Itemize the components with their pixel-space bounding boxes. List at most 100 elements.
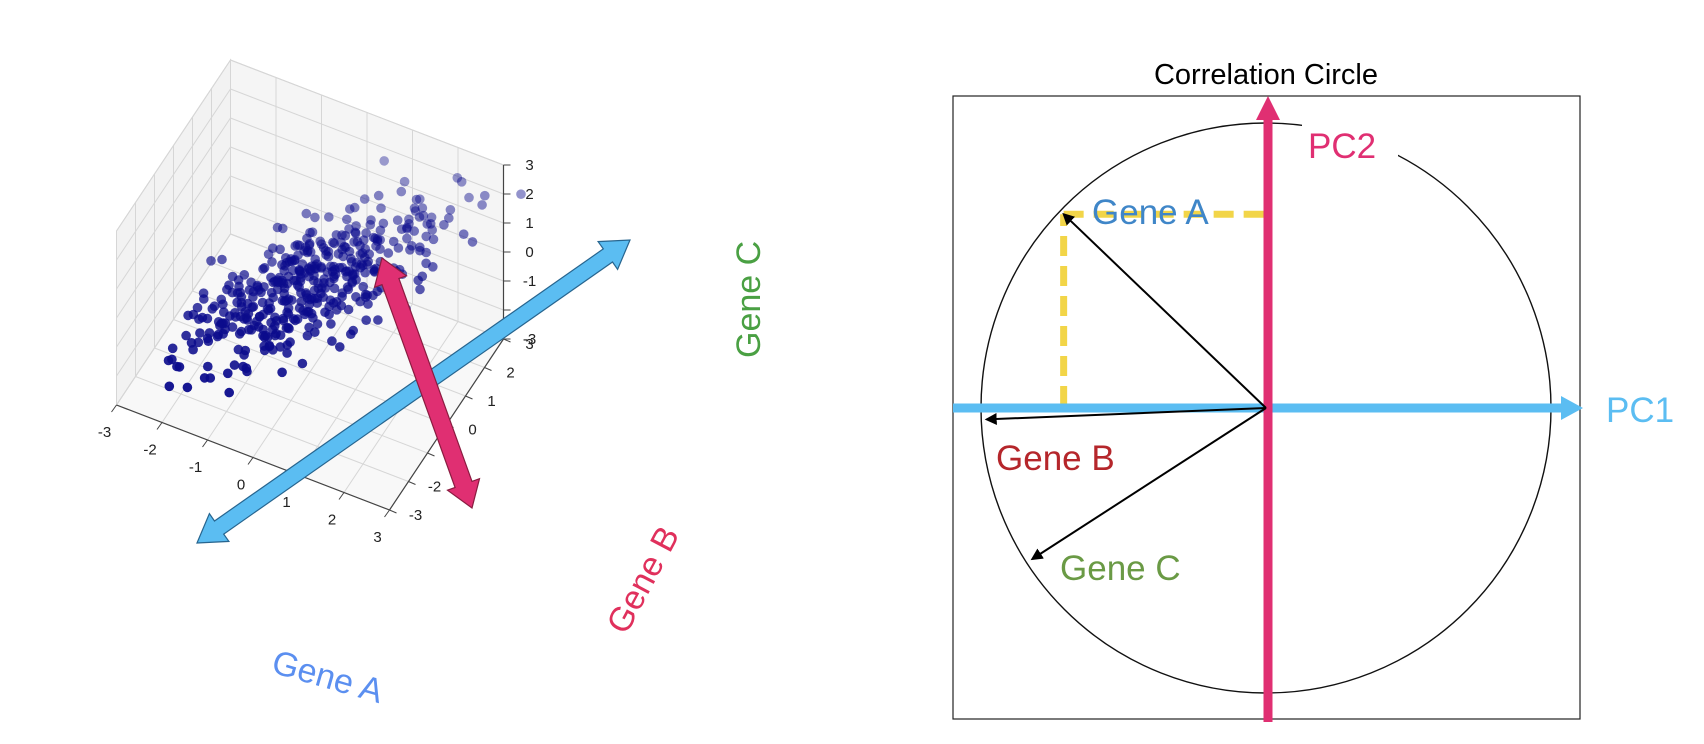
pc2-label-background (1302, 120, 1398, 166)
gene-a-tick-mark (111, 404, 117, 413)
gene-a-tick-mark (202, 439, 208, 448)
data-point (331, 230, 342, 240)
data-point (275, 342, 286, 352)
gene-a-tick-label: 1 (282, 494, 290, 511)
data-point (376, 203, 386, 213)
data-point (244, 324, 254, 335)
data-point (445, 205, 456, 215)
data-point (271, 328, 281, 339)
gene-b-tick-label: 1 (487, 393, 495, 410)
data-point (206, 255, 216, 266)
gene-b-tick-mark (484, 367, 492, 371)
data-point (248, 301, 259, 312)
gene-b-tick-label: -3 (409, 507, 422, 524)
data-point (235, 287, 245, 298)
data-point (335, 342, 345, 352)
gene-b-tick-mark (465, 395, 473, 400)
data-point (328, 237, 338, 248)
gene-a-tick-label: 0 (237, 477, 245, 494)
data-point (516, 189, 526, 199)
data-point (270, 276, 280, 287)
data-point (361, 315, 372, 326)
data-point (297, 358, 308, 369)
data-point (329, 273, 339, 284)
pc1-direction-arrow (196, 239, 631, 544)
gene-b-vector (984, 407, 1267, 425)
data-point (425, 219, 436, 229)
gene-a-tick-label: 2 (328, 512, 336, 529)
data-point (229, 360, 240, 370)
data-point (444, 213, 454, 223)
gene-a-vector-label: Gene A (1092, 193, 1209, 232)
data-point (415, 284, 425, 295)
data-point (355, 240, 365, 251)
data-point (167, 354, 177, 365)
gene-a-tick-label: -3 (98, 424, 111, 441)
grid-line (230, 59, 504, 166)
data-point (244, 285, 255, 295)
data-point (312, 319, 323, 329)
gene-c-vector (1030, 407, 1267, 561)
data-point (375, 225, 386, 236)
pc2-direction-arrow (373, 256, 481, 510)
gene-c-vector-label: Gene C (1060, 549, 1181, 588)
data-point (411, 194, 422, 205)
data-point (167, 343, 178, 354)
data-point (327, 336, 337, 346)
data-point (359, 194, 370, 204)
grid-line (116, 59, 231, 232)
data-point (355, 262, 366, 273)
data-point (324, 212, 334, 222)
gene-a-axis-label: Gene A (268, 643, 388, 711)
data-point (320, 307, 330, 318)
data-point (379, 156, 390, 166)
gene-a-tick-mark (156, 422, 163, 430)
data-point (363, 299, 373, 309)
data-point (357, 248, 368, 258)
data-point (279, 296, 290, 307)
data-point (312, 298, 323, 308)
data-point (396, 224, 407, 234)
data-point (195, 328, 205, 338)
gene-b-axis-label: Gene B (600, 520, 688, 640)
gene-a-vector (1062, 212, 1267, 409)
data-point (310, 327, 320, 338)
data-point (338, 251, 348, 262)
data-point (203, 336, 214, 347)
data-point (464, 192, 474, 203)
data-point (341, 242, 351, 253)
data-point (310, 212, 320, 223)
correlation-circle-panel: Correlation Circle PC2 PC1 Gene A Gene B… (952, 59, 1674, 722)
data-point (458, 229, 469, 239)
data-point (399, 176, 410, 187)
data-point (375, 244, 385, 254)
gene-b-tick-mark (408, 481, 416, 485)
data-point (369, 266, 380, 276)
data-point (287, 256, 297, 267)
gene-b-tick-mark (427, 452, 435, 457)
data-point (239, 314, 249, 324)
data-point (227, 322, 238, 332)
data-point (439, 220, 449, 230)
data-point (409, 226, 420, 236)
gene-b-tick-label: 0 (468, 422, 476, 439)
gene-c-tick-label: -3 (523, 331, 536, 348)
data-point (415, 245, 425, 256)
data-point (164, 381, 175, 392)
data-point (312, 259, 322, 269)
data-point (428, 234, 439, 245)
data-point (279, 288, 290, 299)
data-point (263, 332, 273, 343)
data-point (365, 219, 376, 230)
data-point (348, 269, 358, 279)
data-point (234, 329, 245, 339)
data-point (224, 387, 234, 398)
gene-b-tick-label: 3 (525, 336, 533, 353)
data-point (392, 215, 403, 225)
data-point (329, 283, 340, 294)
data-point (313, 283, 324, 294)
pc2-arrowhead (1256, 96, 1280, 120)
gene-b-tick-mark (389, 509, 397, 514)
gene-a-tick-label: -2 (143, 442, 156, 459)
